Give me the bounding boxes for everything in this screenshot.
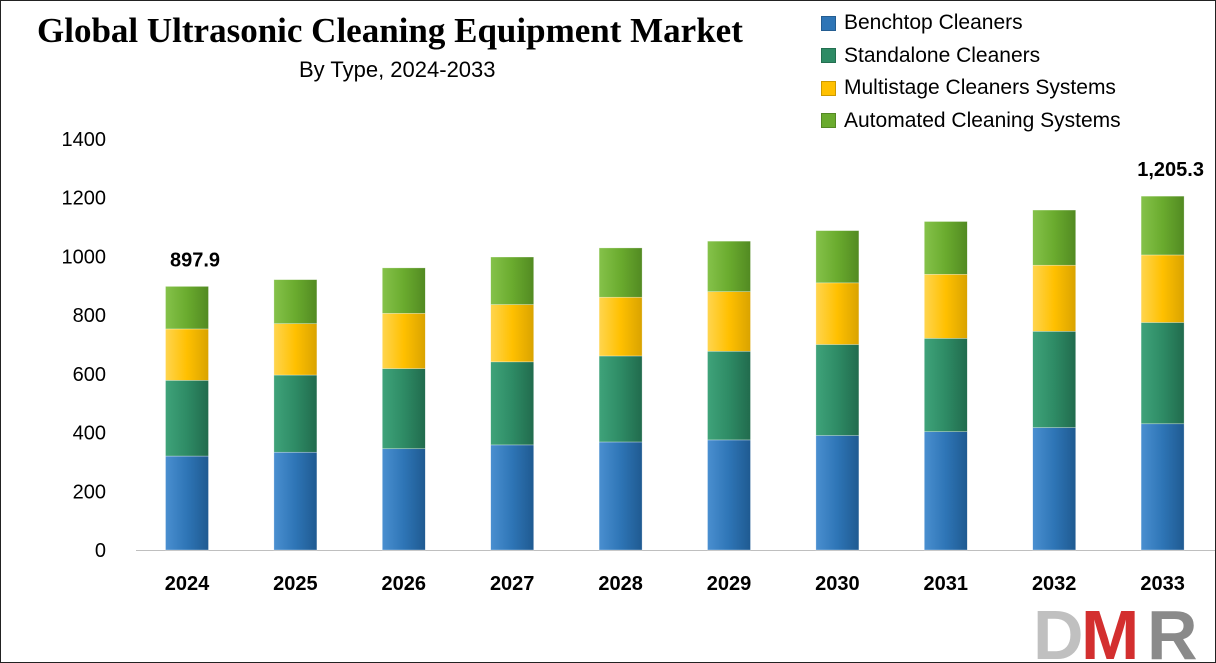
y-tick-label: 1000: [62, 246, 107, 268]
bar-segment-benchtop: [490, 444, 535, 551]
bar-segment-multistage: [1032, 264, 1076, 332]
bar-stack-2024: [165, 286, 209, 551]
legend-label-standalone: Standalone Cleaners: [844, 43, 1041, 67]
bar-segment-benchtop: [1140, 423, 1185, 551]
bar-segment-standalone: [1032, 330, 1076, 428]
bar-stack-2026: [381, 267, 426, 551]
bar-segment-benchtop: [381, 448, 426, 551]
logo-letter-r: R: [1147, 597, 1197, 663]
x-tick-label: 2026: [382, 573, 427, 595]
x-tick-label: 2033: [1140, 573, 1185, 595]
bar-segment-multistage: [815, 282, 860, 345]
y-tick-label: 800: [73, 305, 106, 327]
bar-segment-standalone: [273, 374, 318, 453]
bar-segment-multistage: [165, 328, 209, 381]
chart-legend: Benchtop Cleaners Standalone Cleaners Mu…: [821, 7, 1121, 137]
dmr-logo: D M R: [1033, 597, 1201, 663]
bar-segment-automated: [165, 286, 209, 330]
bar-segment-benchtop: [707, 439, 751, 551]
chart-subtitle: By Type, 2024-2033: [299, 57, 496, 82]
bar-segment-automated: [381, 267, 426, 314]
bar-segment-automated: [490, 256, 535, 305]
bar-segment-standalone: [923, 338, 968, 432]
bar-stack-2027: [490, 256, 535, 551]
legend-swatch-multistage: [821, 80, 836, 96]
bar-segment-multistage: [381, 313, 426, 369]
bar-segment-benchtop: [1032, 427, 1076, 551]
bar-stack-2031: [923, 221, 968, 551]
bar-stack-2029: [707, 240, 751, 551]
bar-segment-standalone: [707, 350, 751, 441]
bar-segment-standalone: [815, 344, 860, 436]
bar-segment-standalone: [1140, 322, 1185, 425]
legend-swatch-benchtop: [821, 15, 836, 31]
bar-stack-2025: [273, 279, 318, 551]
bar-stack-2033: [1140, 195, 1185, 551]
bar-segment-multistage: [1140, 254, 1185, 323]
y-tick-label: 600: [73, 364, 106, 386]
x-tick-label: 2032: [1032, 573, 1077, 595]
bar-segment-multistage: [598, 296, 643, 357]
total-label-2033: 1,205.3: [1137, 159, 1204, 181]
x-tick-label: 2027: [490, 573, 535, 595]
bar-segment-automated: [1140, 195, 1185, 256]
legend-swatch-standalone: [821, 48, 836, 64]
y-tick-label: 1200: [62, 188, 107, 210]
bar-stack-2030: [815, 230, 860, 551]
bar-segment-multistage: [273, 323, 318, 376]
x-tick-label: 2030: [815, 573, 860, 595]
bar-segment-automated: [815, 230, 860, 284]
bar-segment-automated: [598, 247, 643, 298]
x-tick-label: 2028: [598, 573, 643, 595]
bar-segment-standalone: [165, 380, 209, 457]
bar-segment-benchtop: [165, 455, 209, 551]
legend-label-benchtop: Benchtop Cleaners: [844, 11, 1023, 35]
bar-segment-multistage: [490, 304, 535, 363]
x-tick-label: 2031: [924, 573, 969, 595]
legend-item-multistage: Multistage Cleaners Systems: [821, 72, 1121, 105]
bar-segment-benchtop: [273, 451, 318, 551]
y-tick-label: 400: [73, 423, 106, 445]
bar-stack-2028: [598, 247, 643, 551]
bar-segment-automated: [923, 221, 968, 275]
bar-segment-multistage: [923, 274, 968, 339]
legend-item-benchtop: Benchtop Cleaners: [821, 7, 1121, 40]
bar-segment-automated: [707, 240, 751, 292]
y-tick-label: 1400: [62, 129, 107, 151]
legend-label-multistage: Multistage Cleaners Systems: [844, 76, 1116, 100]
chart-title: Global Ultrasonic Cleaning Equipment Mar…: [37, 11, 743, 50]
bar-segment-standalone: [490, 361, 535, 446]
bar-segment-multistage: [707, 291, 751, 352]
x-tick-label: 2029: [707, 573, 752, 595]
bar-segment-standalone: [381, 368, 426, 450]
legend-swatch-automated: [821, 113, 836, 129]
bar-segment-automated: [1032, 209, 1076, 266]
bars: [165, 195, 1185, 551]
bar-segment-benchtop: [923, 431, 968, 551]
x-tick-label: 2025: [273, 573, 318, 595]
y-tick-label: 200: [73, 481, 106, 503]
legend-item-automated: Automated Cleaning Systems: [821, 105, 1121, 138]
bar-stack-2032: [1032, 209, 1076, 551]
bar-segment-benchtop: [815, 435, 860, 551]
logo-letter-d: D: [1033, 597, 1081, 663]
x-axis: 2024 2025 2026 2027 2028 2029 2030 2031 2032 2033: [136, 550, 1215, 595]
legend-item-standalone: Standalone Cleaners: [821, 40, 1121, 73]
logo-letter-m: M: [1081, 597, 1135, 663]
total-label-2024: 897.9: [170, 249, 220, 271]
bar-segment-benchtop: [598, 441, 643, 551]
x-tick-label: 2024: [165, 573, 210, 595]
y-axis: 0 200 400 600 800 1000 1200 1400: [62, 129, 107, 562]
bar-segment-standalone: [598, 355, 643, 443]
legend-label-automated: Automated Cleaning Systems: [844, 108, 1121, 132]
y-tick-label: 0: [95, 540, 106, 562]
bar-segment-automated: [273, 279, 318, 324]
total-labels: 897.9 1,205.3: [170, 159, 1204, 271]
